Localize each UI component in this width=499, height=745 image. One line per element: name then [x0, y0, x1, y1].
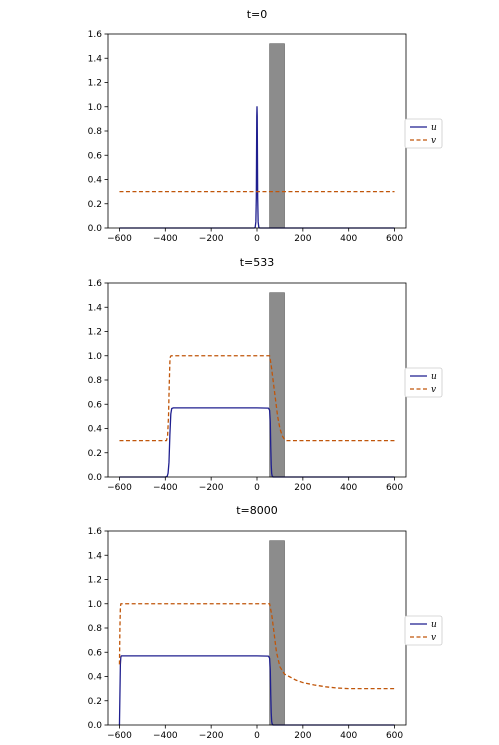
- legend-label-u: u: [431, 620, 437, 630]
- legend-label-v: v: [431, 385, 436, 395]
- x-tick-label: 0: [254, 234, 260, 244]
- legend-label-u: u: [431, 123, 437, 133]
- y-tick-label: 1.4: [88, 54, 103, 64]
- x-tick-label: 0: [254, 731, 260, 741]
- x-tick-label: −200: [199, 731, 224, 741]
- x-tick-label: −600: [107, 234, 132, 244]
- y-tick-label: 0.4: [88, 176, 103, 186]
- y-tick-label: 0.8: [88, 127, 103, 137]
- legend: uv: [404, 118, 443, 149]
- chart-title: t=0: [247, 8, 268, 21]
- chart-title: t=533: [240, 256, 275, 269]
- y-tick-label: 0.6: [88, 151, 103, 161]
- plot-frame: [107, 530, 407, 726]
- legend-box: [404, 118, 443, 149]
- x-tick-label: −200: [199, 483, 224, 493]
- x-tick-label: 200: [294, 483, 311, 493]
- y-tick-label: 0.6: [88, 648, 103, 658]
- y-tick-label: 1.0: [88, 103, 103, 113]
- y-tick-label: 0.2: [88, 200, 102, 210]
- legend-box: [404, 367, 443, 398]
- obstacle-bar: [269, 292, 285, 478]
- y-tick-label: 0.0: [88, 721, 103, 731]
- x-tick-label: −600: [107, 483, 132, 493]
- x-tick-label: −200: [199, 234, 224, 244]
- y-tick-label: 1.2: [88, 328, 102, 338]
- y-tick-label: 0.8: [88, 624, 103, 634]
- x-tick-label: 400: [340, 731, 357, 741]
- y-tick-label: 0.4: [88, 425, 103, 435]
- y-tick-label: 1.2: [88, 576, 102, 586]
- x-tick-label: −400: [153, 731, 178, 741]
- plot-frame: [107, 282, 407, 478]
- x-tick-label: 0: [254, 483, 260, 493]
- x-tick-label: 600: [386, 234, 403, 244]
- y-tick-label: 1.0: [88, 600, 103, 610]
- x-tick-label: −400: [153, 234, 178, 244]
- obstacle-bar: [269, 540, 285, 726]
- x-tick-label: 600: [386, 731, 403, 741]
- x-tick-label: −400: [153, 483, 178, 493]
- series-line-v: [118, 603, 395, 690]
- y-tick-label: 0.8: [88, 376, 103, 386]
- obstacle-bar: [269, 43, 285, 229]
- legend-label-v: v: [431, 136, 436, 146]
- x-tick-label: 600: [386, 483, 403, 493]
- x-tick-label: 400: [340, 234, 357, 244]
- series-line-u: [119, 407, 395, 478]
- y-tick-label: 0.2: [88, 449, 102, 459]
- y-tick-label: 0.2: [88, 697, 102, 707]
- legend: uv: [404, 615, 443, 646]
- x-tick-label: 400: [340, 483, 357, 493]
- legend-label-u: u: [431, 372, 437, 382]
- y-tick-label: 0.4: [88, 673, 103, 683]
- chart-panel-2: t=533 −600 −400 −200 0 200 400 600 0.0 0.2 0.4 0.6 0…: [88, 256, 443, 493]
- legend-box: [404, 615, 443, 646]
- series-line-u: [118, 655, 395, 726]
- y-tick-label: 1.6: [88, 527, 103, 537]
- legend-label-v: v: [431, 633, 436, 643]
- y-tick-label: 1.0: [88, 352, 103, 362]
- y-tick-label: 1.2: [88, 79, 102, 89]
- y-tick-label: 0.6: [88, 400, 103, 410]
- y-tick-label: 1.4: [88, 303, 103, 313]
- chart-panel-3: t=8000 −600 −400 −200 0 200 400 600 0.0 0.2 0.4 0.6…: [88, 504, 443, 741]
- y-tick-label: 1.4: [88, 551, 103, 561]
- x-tick-label: −600: [107, 731, 132, 741]
- x-tick-label: 200: [294, 731, 311, 741]
- y-tick-label: 1.6: [88, 279, 103, 289]
- chart-title: t=8000: [236, 504, 278, 517]
- series-line-u: [119, 106, 395, 229]
- legend: uv: [404, 367, 443, 398]
- y-tick-label: 0.0: [88, 224, 103, 234]
- x-tick-label: 200: [294, 234, 311, 244]
- chart-panel-1: t=0 −600 −400 −200 0 200 400 600 0.0 0.2 0.4 0.6 0.8…: [88, 8, 443, 244]
- series-line-v: [119, 355, 395, 442]
- y-tick-label: 1.6: [88, 30, 103, 40]
- y-tick-label: 0.0: [88, 473, 103, 483]
